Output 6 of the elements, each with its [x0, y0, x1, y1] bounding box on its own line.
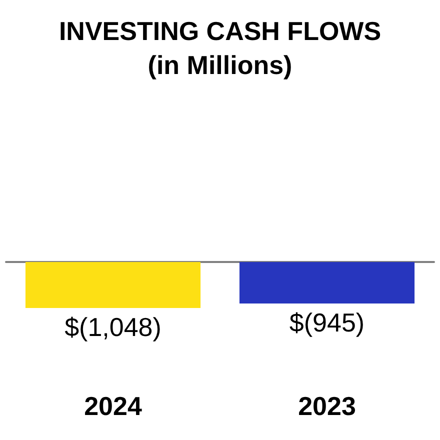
- x-tick-label: 2023: [298, 391, 356, 421]
- data-label: $(945): [289, 307, 365, 338]
- chart-subtitle: (in Millions): [148, 50, 292, 80]
- chart-title: INVESTING CASH FLOWS: [58, 16, 382, 46]
- data-label: $(1,048): [64, 312, 162, 342]
- x-tick-label: 2024: [84, 391, 142, 421]
